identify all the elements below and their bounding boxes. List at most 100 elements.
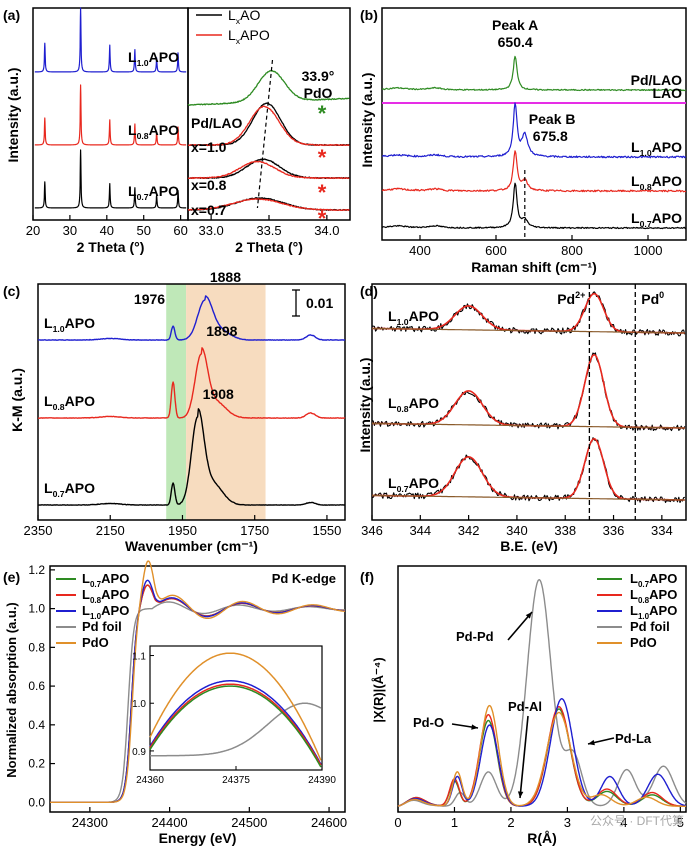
annotation-pd-al: Pd-Al — [508, 699, 542, 714]
annotation-pd-la: Pd-La — [615, 731, 652, 746]
label-sub: 0.7 — [90, 580, 102, 589]
label-part: L — [82, 571, 90, 586]
label-part: Pd — [557, 291, 575, 307]
label-part: L — [631, 139, 640, 155]
watermark-text: 公众号 · DFT代算 — [590, 813, 684, 828]
label-part: L — [44, 315, 53, 331]
band-orange — [186, 284, 266, 520]
x-tick-label: 1550 — [312, 523, 341, 538]
x-tick-label: 2150 — [96, 523, 125, 538]
label-part: APO — [649, 571, 677, 586]
xrd-line-L1.0APO — [34, 7, 187, 73]
y-axis-label: |X(R)|(Å⁻⁴) — [371, 657, 386, 722]
xrd-zoom-x=0.8 LxAPO — [187, 160, 350, 180]
x-tick-label: 1950 — [168, 523, 197, 538]
xps-background-L0.7APO — [371, 494, 685, 501]
x-tick-label: 3 — [564, 815, 571, 830]
label-part: L — [388, 475, 397, 491]
inset-frame — [149, 645, 323, 771]
label-part: L — [631, 173, 640, 189]
label-part: L — [128, 49, 137, 65]
y-tick-label: 0.0 — [28, 795, 45, 809]
inset-line-orange — [149, 652, 322, 761]
annotation-arrowhead — [588, 739, 595, 746]
label-part: L — [44, 393, 53, 409]
ft-exafs-line-orange — [397, 704, 687, 807]
panel-label-d: (d) — [360, 283, 378, 299]
label-sub: 0.8 — [137, 131, 149, 141]
label-part: L — [128, 183, 137, 199]
x-tick-label: 5 — [677, 815, 684, 830]
inset-line-green — [149, 685, 322, 768]
y-axis-label: Normalized absorption (a.u.) — [4, 602, 19, 778]
x-tick-label: 50 — [136, 223, 150, 238]
label-sub: x — [236, 16, 241, 26]
inset-x-tick-label: 24375 — [222, 775, 250, 786]
label-sub: 0.7 — [638, 580, 650, 589]
kubelka-line-L0.8APO — [38, 347, 346, 419]
inset-y-tick-label: 1.1 — [132, 652, 146, 663]
xrd-zoom-Pd/LAO — [187, 70, 350, 106]
x-tick-label: 336 — [603, 523, 625, 538]
raman-line-L0.8APO — [381, 150, 687, 193]
label-part: Pd — [641, 291, 659, 307]
y-tick-label: 0.4 — [28, 718, 45, 732]
annotation-arrow — [519, 715, 529, 799]
label-part: APO — [101, 571, 129, 586]
offset-label: x=1.0 — [191, 139, 227, 155]
label-part: APO — [240, 27, 270, 43]
xrd-zoom-x=1.0 LxAPO — [187, 105, 350, 147]
label-part: AO — [240, 7, 260, 23]
label-part: APO — [652, 173, 682, 189]
label-part: APO — [101, 603, 129, 618]
panel-d-frame — [371, 283, 687, 521]
raman-line-Pd/LAO — [381, 55, 687, 92]
x-axis-label: Wavenumber (cm⁻¹) — [125, 538, 258, 554]
panel-label-f: (f) — [360, 569, 374, 585]
peak-wavenumber-label: 1888 — [210, 269, 241, 285]
label-sub: 1.0 — [640, 148, 652, 158]
series-label-LAO: LAO — [652, 85, 682, 101]
x-tick-label: 600 — [485, 243, 507, 258]
annotation-arrowhead — [471, 724, 478, 730]
x-axis-label: Energy (eV) — [159, 830, 237, 846]
panel-label-c: (c) — [3, 283, 20, 299]
pdo-label: PdO — [304, 85, 333, 101]
series-label-L0.7APO: L0.7APO — [128, 183, 179, 202]
label-part: L — [128, 122, 137, 138]
x-tick-label: 344 — [409, 523, 431, 538]
annotation-arrowhead — [517, 791, 524, 798]
series-label-L0.8APO: L0.8APO — [631, 173, 682, 192]
y-tick-label: 0.8 — [28, 640, 45, 654]
label-part: APO — [652, 210, 682, 226]
series-label-L1.0APO: L1.0APO — [44, 315, 95, 334]
offset-label: x=0.7 — [191, 202, 227, 218]
x-tick-label: 800 — [561, 243, 583, 258]
x-axis-label: 2 Theta (°) — [77, 239, 145, 255]
peak-wavenumber-label: 1898 — [206, 323, 237, 339]
label-part: APO — [649, 603, 677, 618]
legend-label-L0.7APO: L0.7APO — [82, 571, 129, 589]
offset-label: Pd/LAO — [191, 115, 242, 131]
label-part: L — [228, 7, 236, 23]
peak-1976-label: 1976 — [134, 291, 165, 307]
legend-lxapo: LxAPO — [228, 27, 270, 46]
legend-label-L0.8APO: L0.8APO — [82, 587, 129, 605]
x-tick-label: 20 — [26, 223, 40, 238]
edge-title: Pd K-edge — [272, 571, 336, 586]
xps-fit-L0.8APO — [371, 353, 685, 429]
peak-a-label: Peak A — [492, 17, 538, 33]
label-sub: 1.0 — [90, 612, 102, 621]
label-sub: x — [236, 36, 241, 46]
band-green — [166, 284, 187, 520]
x-tick-label: 2 — [507, 815, 514, 830]
x-tick-label: 342 — [458, 523, 480, 538]
x-tick-label: 2350 — [24, 523, 53, 538]
pd0-label: Pd0 — [641, 290, 664, 307]
inset-x-tick-label: 24390 — [308, 775, 336, 786]
label-sub: 0.8 — [638, 596, 650, 605]
x-tick-label: 33.0 — [198, 223, 223, 238]
raman-line-L0.7APO — [381, 182, 686, 230]
annotation-arrowhead — [525, 612, 532, 619]
